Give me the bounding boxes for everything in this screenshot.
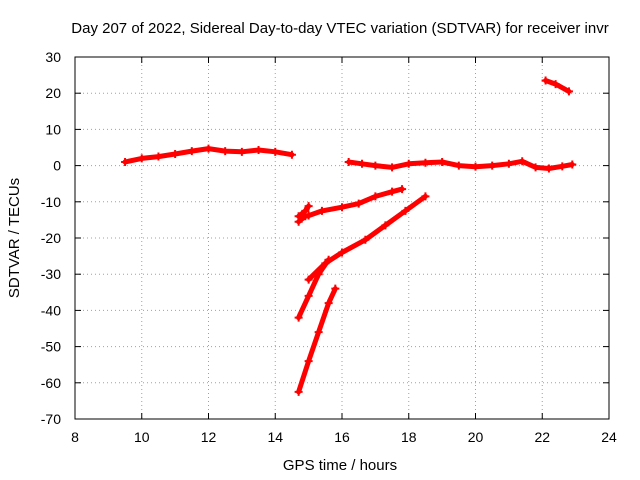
data-point (371, 161, 380, 170)
x-tick-label: 24 (601, 429, 617, 445)
data-point (137, 154, 146, 163)
x-tick-label: 22 (534, 429, 550, 445)
y-tick-label: 20 (45, 85, 61, 101)
data-point (317, 206, 326, 215)
data-point (421, 192, 430, 201)
data-point (271, 147, 280, 156)
series-4 (294, 255, 333, 322)
data-point (294, 313, 303, 322)
data-point (541, 76, 550, 85)
data-point (371, 192, 380, 201)
data-point (388, 163, 397, 172)
series-1 (294, 185, 407, 226)
y-tick-label: -10 (41, 194, 61, 210)
data-point (471, 162, 480, 171)
data-point (398, 185, 407, 194)
y-tick-label: -30 (41, 266, 61, 282)
x-tick-label: 14 (267, 429, 283, 445)
data-point (338, 248, 346, 257)
y-tick-label: -20 (41, 230, 61, 246)
chart-title: Day 207 of 2022, Sidereal Day-to-day VTE… (71, 20, 608, 37)
data-point (187, 147, 196, 156)
data-point (304, 202, 313, 211)
y-tick-label: -40 (41, 302, 61, 318)
x-tick-label: 18 (401, 429, 417, 445)
data-point (564, 87, 573, 96)
y-tick-label: 10 (45, 121, 61, 137)
data-point (171, 150, 180, 159)
data-point (568, 160, 577, 169)
y-tick-label: -60 (41, 375, 61, 391)
series-2 (294, 202, 313, 221)
y-tick-label: -70 (41, 411, 61, 427)
data-point (204, 144, 213, 153)
data-point (304, 211, 313, 220)
data-point (301, 206, 310, 215)
series-layer (121, 76, 577, 396)
data-point (551, 80, 560, 89)
series-track (543, 78, 572, 94)
data-point (237, 147, 246, 156)
data-point (314, 270, 323, 279)
data-point (531, 163, 540, 172)
x-tick-label: 20 (468, 429, 484, 445)
data-point (558, 162, 567, 171)
data-point (388, 187, 397, 196)
data-point (358, 159, 367, 168)
series-track (296, 257, 332, 321)
x-tick-label: 12 (201, 429, 217, 445)
series-track (296, 186, 405, 225)
x-axis-label: GPS time / hours (283, 457, 397, 474)
series-track (346, 158, 575, 171)
data-point (344, 157, 353, 166)
data-point (488, 161, 497, 170)
data-point (121, 157, 130, 166)
data-point (324, 255, 333, 264)
data-point (504, 159, 513, 168)
data-point (221, 147, 230, 156)
data-point (338, 203, 346, 212)
data-point (304, 291, 313, 300)
data-point (154, 152, 163, 161)
data-point (254, 146, 263, 155)
y-tick-label: 0 (53, 158, 61, 174)
data-point (381, 221, 390, 230)
y-tick-label: -50 (41, 339, 61, 355)
x-tick-label: 10 (134, 429, 150, 445)
data-point (314, 328, 323, 337)
data-point (354, 199, 363, 208)
data-point (421, 158, 430, 167)
data-point (331, 284, 340, 293)
grid-layer (75, 57, 609, 419)
y-tick-label: 30 (45, 49, 61, 65)
data-point (404, 159, 413, 168)
x-tick-label: 16 (334, 429, 350, 445)
data-point (304, 275, 313, 284)
y-axis-label: SDTVAR / TECUs (6, 178, 23, 298)
data-point (544, 164, 553, 173)
data-point (324, 299, 333, 308)
data-point (454, 161, 463, 170)
data-point (401, 206, 410, 215)
series-0 (121, 144, 296, 166)
series-5 (294, 284, 340, 396)
data-point (361, 235, 370, 244)
data-point (294, 212, 303, 221)
series-6 (344, 157, 577, 173)
series-7 (541, 76, 573, 96)
data-point (438, 157, 447, 166)
x-tick-label: 8 (71, 429, 79, 445)
data-point (287, 150, 296, 159)
data-point (304, 357, 313, 366)
tick-layer: 8 10 12 14 16 18 20 22 24 -70 -60 -50 -40 -30 -20 -10 0 1… (41, 49, 617, 445)
data-point (518, 157, 527, 166)
data-point (294, 387, 303, 396)
